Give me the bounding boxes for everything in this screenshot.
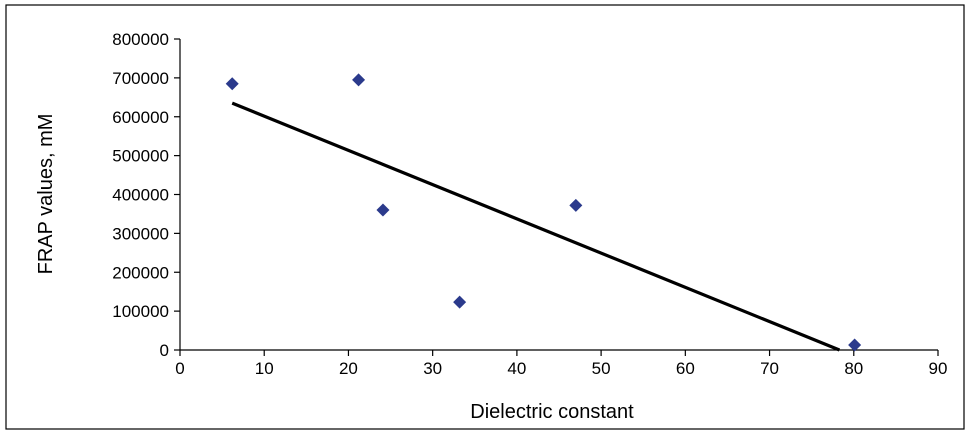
points-layer — [225, 73, 862, 352]
y-tick-label: 0 — [160, 341, 169, 360]
y-tick-label: 100000 — [112, 302, 169, 321]
data-point — [569, 198, 583, 212]
x-tick-label: 20 — [339, 359, 358, 378]
trendline-layer — [231, 101, 841, 352]
x-tick-label: 80 — [844, 359, 863, 378]
x-tick-label: 50 — [592, 359, 611, 378]
y-tick-label: 200000 — [112, 263, 169, 282]
x-axis-title: Dielectric constant — [470, 401, 634, 423]
x-tick-label: 90 — [929, 359, 948, 378]
y-tick-label: 600000 — [112, 108, 169, 127]
labels-layer: 0100000200000300000400000500000600000700… — [112, 30, 947, 378]
data-point — [453, 295, 467, 309]
x-tick-label: 10 — [255, 359, 274, 378]
data-point — [225, 77, 239, 91]
y-tick-label: 700000 — [112, 69, 169, 88]
data-point — [376, 203, 390, 217]
x-tick-label: 60 — [676, 359, 695, 378]
y-tick-label: 300000 — [112, 224, 169, 243]
x-tick-label: 40 — [507, 359, 526, 378]
x-tick-label: 70 — [760, 359, 779, 378]
data-point — [848, 338, 862, 352]
y-axis-title: FRAP values, mM — [35, 114, 57, 275]
trendline — [231, 101, 841, 352]
chart-border — [5, 4, 965, 430]
y-tick-label: 400000 — [112, 186, 169, 205]
x-tick-label: 30 — [423, 359, 442, 378]
y-tick-label: 800000 — [112, 30, 169, 49]
data-point — [352, 73, 366, 87]
x-tick-label: 0 — [175, 359, 184, 378]
y-tick-label: 500000 — [112, 147, 169, 166]
axes — [174, 38, 939, 356]
